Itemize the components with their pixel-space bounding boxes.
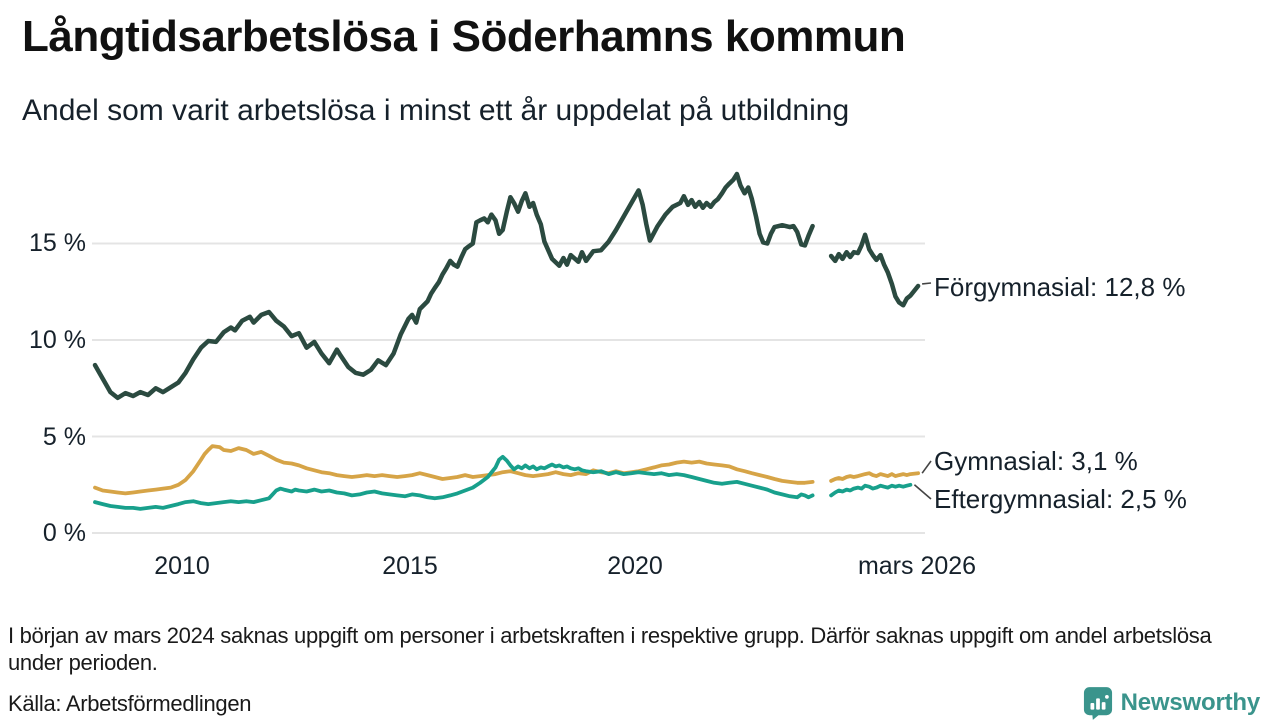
x-axis-tick-2015: 2015 — [382, 552, 438, 580]
x-axis-tick-mars-2026: mars 2026 — [857, 552, 977, 580]
y-axis-tick-5: 5 % — [42, 423, 86, 451]
x-axis-tick-2020: 2020 — [607, 552, 663, 580]
series-label-eftergymnasial: Eftergymnasial: 2,5 % — [934, 484, 1187, 514]
series-label-gymnasial: Gymnasial: 3,1 % — [934, 446, 1138, 476]
y-axis-tick-0: 0 % — [42, 519, 86, 547]
y-axis-tick-10: 10 % — [29, 326, 86, 354]
page-subtitle: Andel som varit arbetslösa i minst ett å… — [22, 94, 850, 127]
page-title: Långtidsarbetslösa i Söderhamns kommun — [22, 12, 906, 61]
y-axis-tick-15: 15 % — [29, 229, 86, 257]
series-line-eftergymnasial — [93, 454, 815, 511]
series-line-gymnasial — [829, 471, 920, 483]
newsworthy-logo-icon — [1083, 686, 1113, 720]
series-line-eftergymnasial — [829, 482, 913, 498]
label-connector — [913, 484, 932, 500]
newsworthy-logo-text: Newsworthy — [1120, 689, 1261, 716]
series-label-forgymnasial: Förgymnasial: 12,8 % — [934, 272, 1186, 302]
label-connector — [921, 460, 932, 474]
source-note: Källa: Arbetsförmedlingen — [8, 691, 252, 716]
series-line-förgymnasial — [828, 232, 921, 308]
series-line-förgymnasial — [92, 171, 815, 401]
newsworthy-logo: Newsworthy — [1083, 686, 1260, 720]
footnote: I början av mars 2024 saknas uppgift om … — [8, 623, 1212, 676]
label-connector — [922, 282, 932, 285]
x-axis-tick-2010: 2010 — [154, 552, 210, 580]
series-line-gymnasial — [93, 444, 815, 496]
